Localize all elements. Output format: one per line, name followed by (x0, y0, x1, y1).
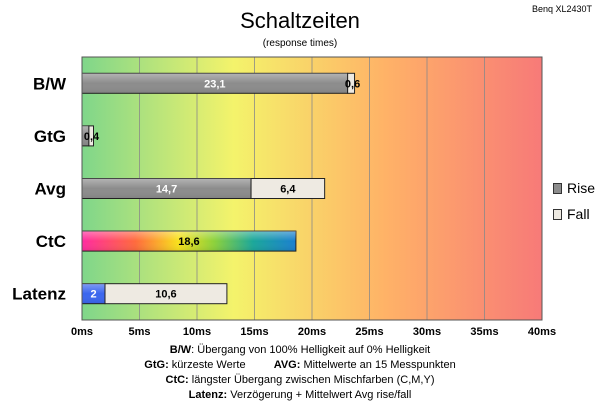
footer-line-1-label: B/W (169, 344, 192, 356)
bar-fall-label: 0,6 (345, 78, 360, 90)
legend-fall: Fall (553, 206, 590, 222)
chart-subtitle: (response times) (263, 38, 337, 49)
corner-label: Benq XL2430T (532, 4, 593, 14)
legend-rise-swatch (553, 182, 562, 194)
footer-line-2b-text: Mittelwerte an 15 Messpunkten (300, 359, 456, 371)
footer-line-1-text: : Übergang von 100% Helligkeit auf 0% He… (191, 344, 431, 356)
bar-rise-label: 18,6 (178, 236, 199, 248)
bar-rise-gloss (82, 283, 105, 304)
bars-group: 23,1 0,6 0,4 14,7 6,4 18,6 2 10,6 (81, 72, 360, 305)
footer-line-2a-text: kürzeste Werte (168, 359, 246, 371)
bar-fall-label: 0,4 (84, 131, 100, 143)
x-tick-label: 40ms (528, 326, 556, 338)
bar-rise-gloss (82, 231, 296, 252)
footer-line-2a-label: GtG: (144, 359, 169, 371)
bar-rise-label: 23,1 (204, 78, 225, 90)
category-label: Latenz (12, 285, 66, 304)
footer-line-4: Latenz: Verzögerung + Mittelwert Avg ris… (0, 388, 600, 402)
x-tick-label: 35ms (470, 326, 498, 338)
footer-line-3-text: längster Übergang zwischen Mischfarben (… (188, 374, 435, 386)
bar-fall-label: 10,6 (155, 289, 176, 301)
bar-fall (88, 125, 95, 147)
legend-rise: Rise (553, 180, 595, 196)
chart-title: Schaltzeiten (240, 8, 360, 33)
x-tick-label: 25ms (355, 326, 383, 338)
bar-fall (250, 178, 326, 199)
footer-line-1: B/W: Übergang von 100% Helligkeit auf 0%… (0, 343, 600, 357)
legend-fall-swatch (553, 208, 562, 220)
bar-fall (347, 72, 356, 94)
footer-line-3-label: CtC: (165, 374, 189, 386)
category-label: GtG (34, 127, 66, 146)
bar-rise-label: 14,7 (156, 184, 177, 196)
category-label: B/W (33, 74, 67, 93)
x-tick-label: 0ms (71, 326, 93, 338)
footer-line-2: GtG: kürzeste Werte AVG: Mittelwerte an … (0, 358, 600, 372)
x-tick-label: 20ms (298, 326, 326, 338)
category-label: CtC (36, 232, 66, 251)
x-tick-labels: 0ms 5ms 10ms 15ms 20ms 25ms 30ms 35ms 40ms (71, 326, 556, 338)
x-tick-label: 5ms (128, 326, 150, 338)
footer-line-2b-label: AVG: (273, 359, 301, 371)
bar-rise-gloss (82, 125, 89, 146)
footer-line-4-label: Latenz: (188, 389, 228, 401)
bar-rise-gloss (82, 73, 348, 94)
footer-line-3: CtC: längster Übergang zwischen Mischfar… (0, 373, 600, 387)
category-label: Avg (35, 180, 67, 199)
plot-border (81, 56, 543, 321)
bar-rise-label: 2 (90, 289, 96, 301)
bar-rise-gloss (82, 178, 252, 199)
bar-fall-label: 6,4 (280, 184, 296, 196)
footer-line-4-text: Verzögerung + Mittelwert Avg rise/fall (227, 389, 412, 401)
legend-fall-label: Fall (567, 206, 590, 222)
bar-fall (104, 283, 228, 305)
legend-rise-label: Rise (567, 180, 596, 196)
x-tick-label: 10ms (183, 326, 211, 338)
x-tick-label: 15ms (240, 326, 268, 338)
category-labels: B/W GtG Avg CtC Latenz (12, 74, 67, 303)
x-tick-label: 30ms (413, 326, 441, 338)
